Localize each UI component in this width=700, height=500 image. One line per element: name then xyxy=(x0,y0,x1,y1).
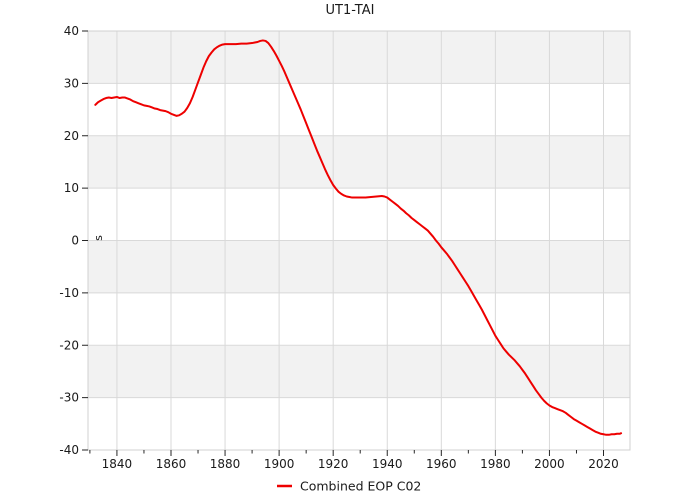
x-tick-label: 1840 xyxy=(102,457,133,471)
background-stripe xyxy=(88,240,630,293)
y-tick-label: 10 xyxy=(64,181,79,195)
axis-ticks xyxy=(82,30,605,456)
y-axis-label: s xyxy=(92,235,105,241)
legend-label: Combined EOP C02 xyxy=(300,479,421,494)
y-tick-label: -20 xyxy=(59,338,79,352)
y-tick-label: 40 xyxy=(64,24,79,38)
y-tick-label: -30 xyxy=(59,391,79,405)
y-tick-label: -10 xyxy=(59,286,79,300)
background-stripe xyxy=(88,188,630,241)
x-tick-label: 2020 xyxy=(588,457,619,471)
chart-title: UT1-TAI xyxy=(326,3,375,18)
x-tick-label: 1860 xyxy=(156,457,187,471)
axis-tick-labels: 1840 1860 1880 1900 1920 1940 1960 1980 2000 2020… xyxy=(59,24,618,471)
x-tick-label: 1900 xyxy=(264,457,295,471)
x-tick-label: 2000 xyxy=(534,457,565,471)
y-tick-label: 20 xyxy=(64,129,79,143)
background-stripe xyxy=(88,83,630,136)
y-tick-label: 30 xyxy=(64,76,79,90)
x-tick-label: 1920 xyxy=(318,457,349,471)
x-tick-label: 1980 xyxy=(480,457,511,471)
background-stripe xyxy=(88,292,630,346)
y-tick-label: -40 xyxy=(59,443,79,457)
legend: Combined EOP C02 xyxy=(277,479,421,494)
background-stripe xyxy=(88,31,630,84)
y-tick-label: 0 xyxy=(71,234,79,248)
background-stripe xyxy=(88,345,630,398)
x-tick-label: 1940 xyxy=(372,457,403,471)
x-tick-label: 1880 xyxy=(210,457,241,471)
x-tick-label: 1960 xyxy=(426,457,457,471)
background-stripe xyxy=(88,135,630,189)
data-line-combined-eop-c02 xyxy=(94,39,623,436)
background-stripe xyxy=(88,397,630,450)
